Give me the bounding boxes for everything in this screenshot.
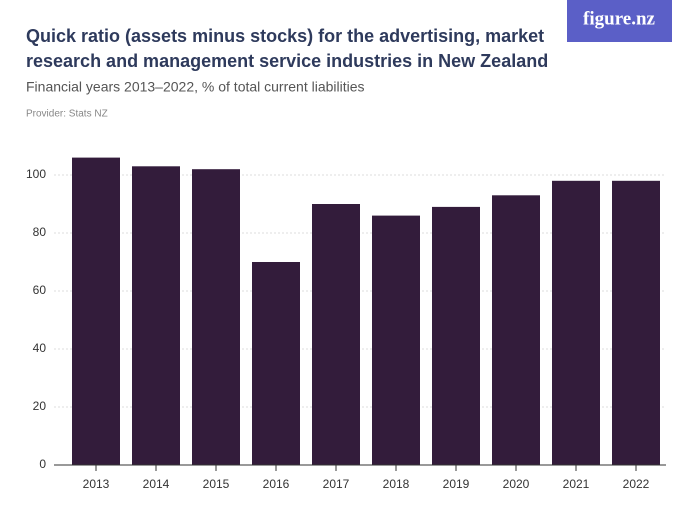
x-tick-label: 2015 — [203, 477, 230, 491]
logo-box — [567, 0, 672, 42]
y-tick-label: 20 — [33, 399, 47, 413]
y-tick-label: 100 — [26, 167, 46, 181]
x-tick-label: 2019 — [443, 477, 470, 491]
x-tick-label: 2018 — [383, 477, 410, 491]
x-tick-label: 2022 — [623, 477, 650, 491]
x-tick-label: 2017 — [323, 477, 350, 491]
y-tick-label: 40 — [33, 341, 47, 355]
bar — [192, 169, 240, 465]
y-tick-label: 80 — [33, 225, 47, 239]
chart-subtitle: Financial years 2013–2022, % of total cu… — [26, 79, 365, 95]
bar — [252, 262, 300, 465]
x-tick-label: 2016 — [263, 477, 290, 491]
x-tick-label: 2020 — [503, 477, 530, 491]
y-tick-label: 0 — [39, 457, 46, 471]
logo[interactable]: figure.nz — [583, 8, 656, 29]
chart-title: Quick ratio (assets minus stocks) for th… — [26, 26, 544, 46]
x-tick-label: 2014 — [143, 477, 170, 491]
bar — [432, 206, 480, 465]
bar — [372, 215, 420, 465]
bar — [612, 180, 660, 466]
bar — [552, 180, 600, 466]
bar — [312, 204, 360, 465]
bar — [72, 157, 120, 465]
y-tick-label: 60 — [33, 283, 47, 297]
x-tick-label: 2013 — [83, 477, 110, 491]
chart-title: research and management service industri… — [26, 51, 548, 71]
x-tick-label: 2021 — [563, 477, 590, 491]
bar — [132, 166, 180, 466]
bar — [492, 195, 540, 466]
provider: Provider: Stats NZ — [26, 109, 108, 120]
